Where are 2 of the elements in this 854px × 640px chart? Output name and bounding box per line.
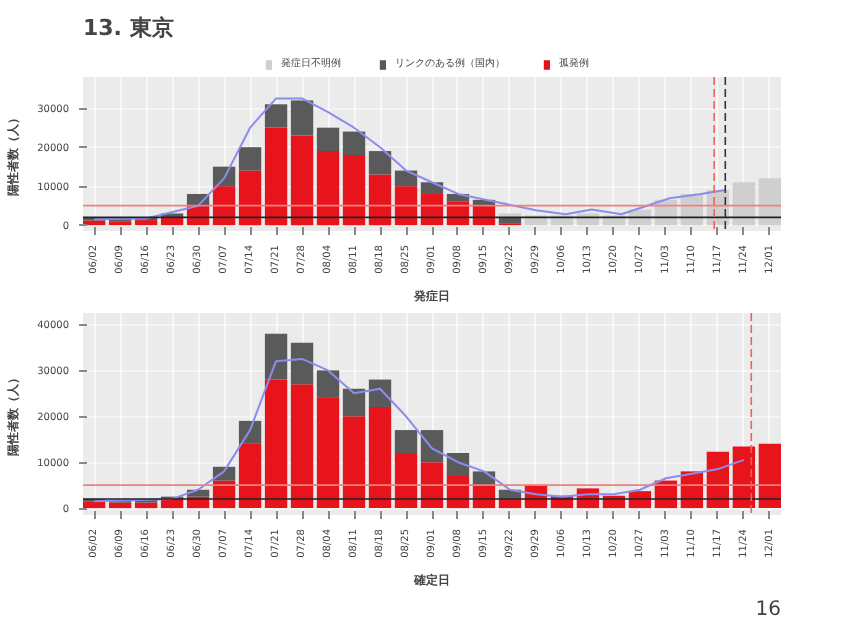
chart-title: 13. 東京 — [83, 15, 174, 41]
text: 16 — [755, 599, 782, 621]
